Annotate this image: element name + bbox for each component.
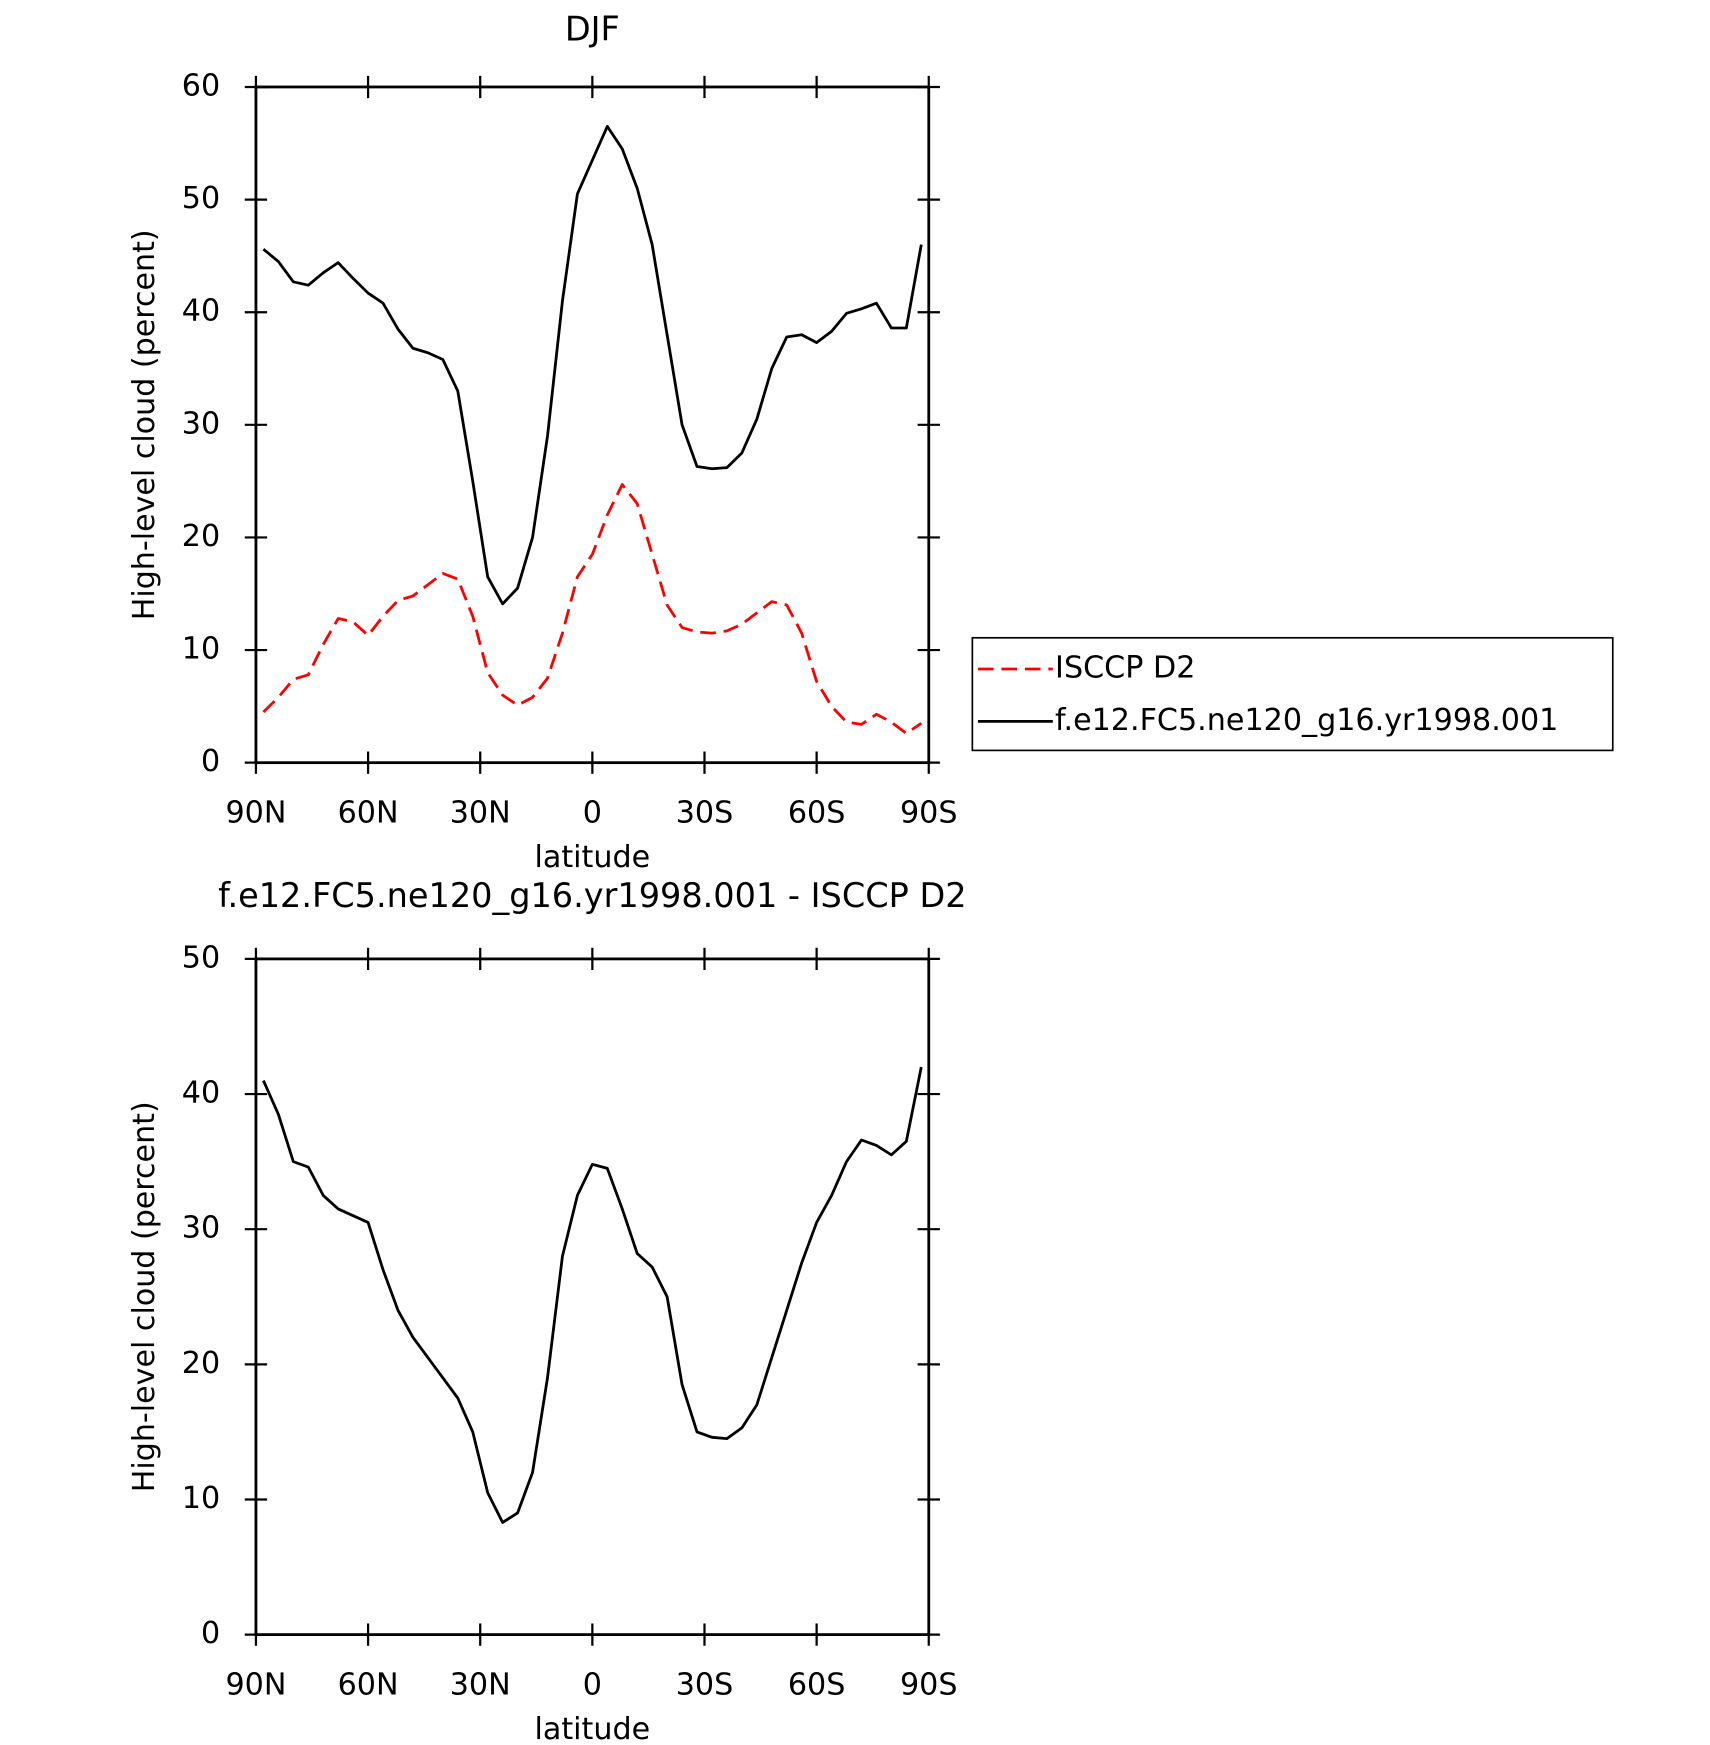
x-tick-label: 60S <box>788 1667 846 1702</box>
y-tick-label: 60 <box>182 68 220 103</box>
data-line <box>262 483 923 735</box>
x-tick-label: 60N <box>338 1667 399 1702</box>
x-tick-label: 30N <box>450 795 511 830</box>
x-tick-label: 90S <box>900 795 958 830</box>
x-tick-label: 0 <box>583 795 602 830</box>
x-tick-label: 30N <box>450 1667 511 1702</box>
x-axis-label: latitude <box>534 1712 650 1745</box>
y-tick-label: 50 <box>182 181 220 216</box>
y-axis-label: High-level cloud (percent) <box>127 1101 162 1492</box>
y-tick-label: 10 <box>182 1481 220 1516</box>
y-tick-label: 10 <box>182 632 220 667</box>
data-line <box>262 124 923 606</box>
y-tick-label: 40 <box>182 294 220 329</box>
y-tick-label: 40 <box>182 1076 220 1111</box>
plot-frame <box>254 85 931 765</box>
plot-frame <box>254 957 931 1637</box>
x-tick-label: 0 <box>583 1667 602 1702</box>
y-axis-label: High-level cloud (percent) <box>127 229 162 620</box>
x-tick-label: 30S <box>676 1667 734 1702</box>
y-tick-label: 20 <box>182 1346 220 1381</box>
x-tick-label: 30S <box>676 795 734 830</box>
x-tick-label: 90S <box>900 1667 958 1702</box>
legend-box <box>971 636 1614 752</box>
x-tick-label: 60S <box>788 795 846 830</box>
legend-label: ISCCP D2 <box>1055 651 1195 686</box>
y-tick-label: 30 <box>182 406 220 441</box>
x-axis-label: latitude <box>534 840 650 875</box>
y-tick-label: 20 <box>182 519 220 554</box>
y-tick-label: 0 <box>201 744 220 779</box>
data-line <box>262 1066 923 1524</box>
chart-title: f.e12.FC5.ne120_g16.yr1998.001 - ISCCP D… <box>218 876 966 915</box>
x-tick-label: 90N <box>225 795 286 830</box>
y-tick-label: 30 <box>182 1211 220 1246</box>
x-tick-label: 90N <box>225 1667 286 1702</box>
y-tick-label: 0 <box>201 1616 220 1651</box>
y-tick-label: 50 <box>182 940 220 975</box>
chart-title: DJF <box>565 10 620 49</box>
legend-label: f.e12.FC5.ne120_g16.yr1998.001 <box>1055 703 1558 738</box>
x-tick-label: 60N <box>338 795 399 830</box>
